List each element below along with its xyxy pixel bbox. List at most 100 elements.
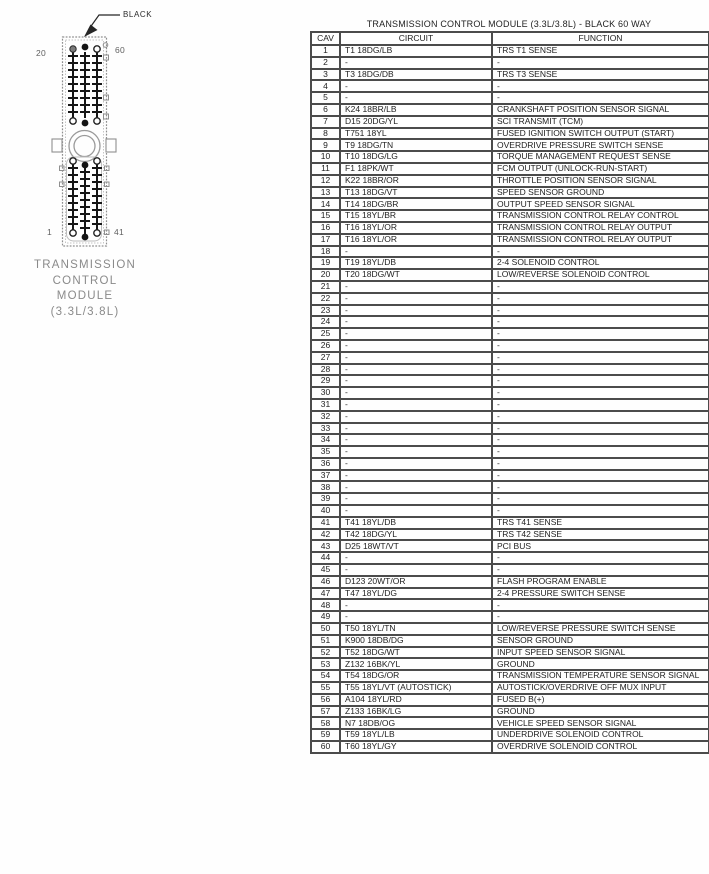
- cav-cell: 19: [310, 256, 341, 271]
- function-cell: -: [491, 421, 709, 436]
- table-row: 18- -: [310, 244, 709, 259]
- function-cell: -: [491, 409, 709, 424]
- circuit-cell: -: [339, 409, 493, 424]
- circuit-cell: K22 18BR/OR: [339, 173, 493, 188]
- lower-pinfield-outline: [66, 156, 102, 242]
- table-row: 8 T751 18YL FUSED IGNITION SWITCH OUTPUT (…: [310, 126, 709, 141]
- table-row: 19 T19 18YL/DB 2-4 SOLENOID CONTROL: [310, 256, 709, 271]
- circuit-cell: -: [339, 610, 493, 625]
- cav-cell: 41: [310, 515, 341, 530]
- function-cell: -: [491, 362, 709, 377]
- cav-cell: 50: [310, 622, 341, 636]
- circuit-cell: -: [339, 480, 493, 495]
- table-row: 26- -: [310, 338, 709, 353]
- cav-cell: 22: [310, 291, 341, 306]
- table-row: 53 Z132 16BK/YL GROUND: [310, 657, 709, 672]
- pin-60-label: 60: [115, 45, 126, 55]
- function-cell: OUTPUT SPEED SENSOR SIGNAL: [491, 197, 709, 212]
- circuit-cell: -: [339, 303, 493, 318]
- cav-cell: 44: [310, 551, 341, 566]
- function-cell: -: [491, 374, 709, 389]
- circuit-cell: T50 18YL/TN: [339, 622, 493, 636]
- circuit-cell: T3 18DG/DB: [339, 67, 493, 82]
- index-marks: [59, 42, 110, 235]
- cav-cell: 11: [310, 161, 341, 176]
- function-cell: VEHICLE SPEED SENSOR SIGNAL: [491, 716, 709, 731]
- function-cell: -: [491, 291, 709, 306]
- cav-cell: 40: [310, 504, 341, 518]
- table-row: 42 T42 18DG/YL TRS T42 SENSE: [310, 527, 709, 542]
- cav-cell: 21: [310, 279, 341, 294]
- cav-cell: 55: [310, 681, 341, 695]
- table-row: 24- -: [310, 315, 709, 330]
- cav-cell: 9: [310, 138, 341, 153]
- circuit-cell: -: [339, 374, 493, 389]
- function-cell: -: [491, 433, 709, 448]
- circuit-cell: T10 18DG/LG: [339, 150, 493, 164]
- circuit-cell: T751 18YL: [339, 126, 493, 141]
- function-cell: TRANSMISSION TEMPERATURE SENSOR SIGNAL: [491, 669, 709, 684]
- table-row: 58 N7 18DB/OG VEHICLE SPEED SENSOR SIGNAL: [310, 716, 709, 731]
- function-cell: TRS T41 SENSE: [491, 515, 709, 530]
- cav-cell: 31: [310, 397, 341, 412]
- cav-cell: 12: [310, 173, 341, 188]
- table-row: 13 T13 18DG/VT SPEED SENSOR GROUND: [310, 185, 709, 200]
- cav-cell: 48: [310, 598, 341, 613]
- circuit-cell: T19 18YL/DB: [339, 256, 493, 271]
- table-row: 4--: [310, 79, 709, 94]
- cav-cell: 52: [310, 645, 341, 660]
- function-cell: TRS T42 SENSE: [491, 527, 709, 542]
- circuit-cell: T54 18DG/OR: [339, 669, 493, 684]
- cav-cell: 4: [310, 79, 341, 94]
- circuit-cell: T1 18DG/LB: [339, 44, 493, 58]
- caption-line: CONTROL: [52, 274, 118, 287]
- function-cell: PCI BUS: [491, 539, 709, 554]
- table-row: 57 Z133 16BK/LG GROUND: [310, 704, 709, 719]
- cav-cell: 25: [310, 327, 341, 341]
- circuit-cell: -: [339, 327, 493, 341]
- table-row: 20 T20 18DG/WT LOW/REVERSE SOLENOID CONTRO…: [310, 268, 709, 282]
- function-cell: -: [491, 386, 709, 400]
- circuit-cell: T9 18DG/TN: [339, 138, 493, 153]
- circuit-cell: T15 18YL/BR: [339, 209, 493, 223]
- table-row: 16 T16 18YL/OR TRANSMISSION CONTROL RELAY …: [310, 220, 709, 235]
- cav-cell: 10: [310, 150, 341, 164]
- table-row: 25- -: [310, 327, 709, 341]
- pin-1-label: 1: [47, 227, 53, 237]
- function-cell: AUTOSTICK/OVERDRIVE OFF MUX INPUT: [491, 681, 709, 695]
- cav-cell: 7: [310, 114, 341, 129]
- cav-cell: 16: [310, 220, 341, 235]
- circuit-cell: -: [339, 397, 493, 412]
- table-row: 52 T52 18DG/WT INPUT SPEED SENSOR SIGNAL: [310, 645, 709, 660]
- circuit-cell: -: [339, 456, 493, 471]
- function-cell: TRANSMISSION CONTROL RELAY OUTPUT: [491, 232, 709, 247]
- circuit-cell: -: [339, 468, 493, 483]
- cav-cell: 54: [310, 669, 341, 684]
- function-cell: FCM OUTPUT (UNLOCK-RUN-START): [491, 161, 709, 176]
- pinout-table-title: TRANSMISSION CONTROL MODULE (3.3L/3.8L) …: [366, 19, 652, 29]
- table-row: 45- -: [310, 563, 709, 577]
- cav-cell: 38: [310, 480, 341, 495]
- table-header-row: CAV CIRCUIT FUNCTION: [310, 31, 709, 46]
- cav-cell: 35: [310, 445, 341, 459]
- table-row: 54 T54 18DG/OR TRANSMISSION TEMPERATURE SE…: [310, 669, 709, 684]
- function-cell: CRANKSHAFT POSITION SENSOR SIGNAL: [491, 103, 709, 117]
- table-row: 36- -: [310, 456, 709, 471]
- function-cell: -: [491, 338, 709, 353]
- circuit-cell: -: [339, 91, 493, 105]
- function-cell: -: [491, 456, 709, 471]
- cav-cell: 18: [310, 244, 341, 259]
- circuit-cell: -: [339, 362, 493, 377]
- function-cell: TRANSMISSION CONTROL RELAY CONTROL: [491, 209, 709, 223]
- table-row: 56 A104 18YL/RD FUSED B(+): [310, 692, 709, 707]
- table-row: 27- -: [310, 350, 709, 365]
- table-row: 29- -: [310, 374, 709, 389]
- function-cell: -: [491, 492, 709, 507]
- function-cell: -: [491, 315, 709, 330]
- circuit-cell: T13 18DG/VT: [339, 185, 493, 200]
- cav-cell: 3: [310, 67, 341, 82]
- circuit-cell: K900 18DB/DG: [339, 633, 493, 648]
- table-row: 2--: [310, 55, 709, 70]
- caption-line: MODULE: [56, 290, 114, 302]
- table-row: 17 T16 18YL/OR TRANSMISSION CONTROL RELAY …: [310, 232, 709, 247]
